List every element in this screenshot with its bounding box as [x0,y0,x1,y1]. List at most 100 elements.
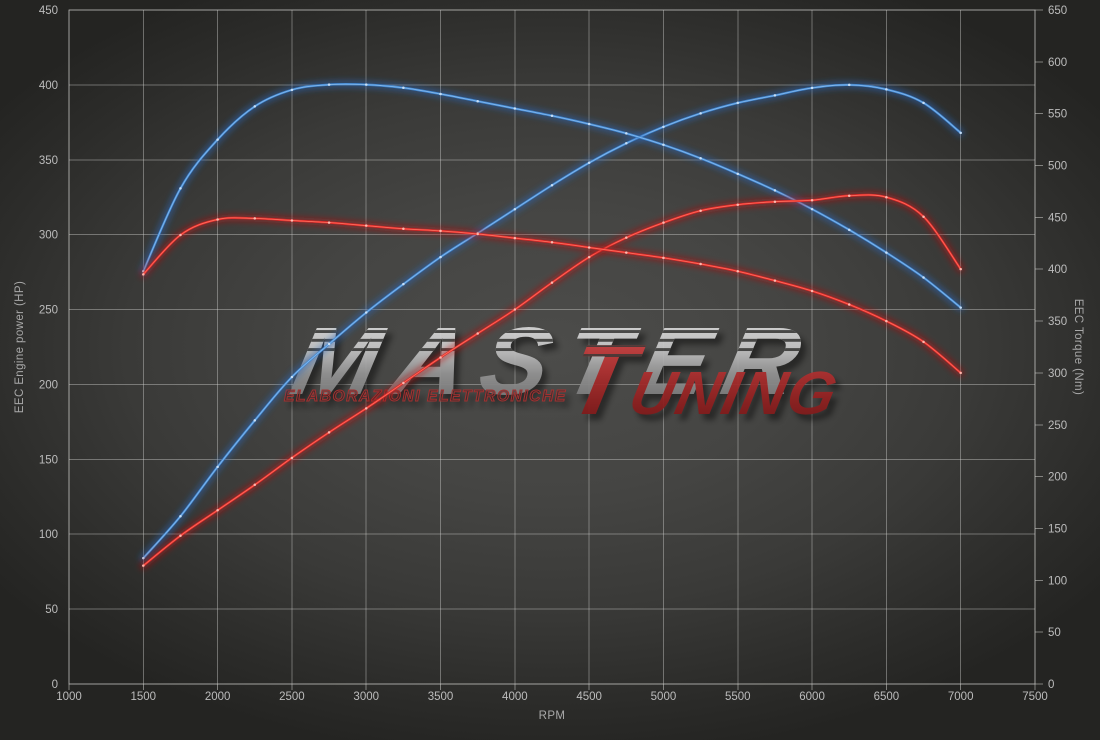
curve-point-torque-blue-nm [402,86,405,90]
curve-point-power-red-hp [699,209,702,212]
curve-point-power-red-hp [216,509,219,512]
curve-point-power-blue-hp [179,514,182,518]
curve-point-power-blue-hp [550,183,554,187]
left-axis-tick-label: 250 [39,305,58,317]
curve-power-red-hp [142,193,962,567]
curve-point-torque-red-nm [625,251,628,254]
curve-point-power-blue-hp [142,556,145,560]
right-axis-tick-label: 450 [1048,212,1067,224]
x-axis-tick-label: 1000 [56,691,82,703]
curve-core-power-blue-hp [142,84,962,559]
curve-point-power-blue-hp [253,419,257,422]
right-axis-tick-label: 250 [1048,420,1067,432]
right-axis-tick-label: 550 [1048,109,1067,121]
curve-point-power-red-hp [142,564,145,567]
curve-point-power-blue-hp [290,375,294,379]
right-axis-tick-label: 400 [1048,264,1067,276]
left-axis-tick-label: 450 [39,5,58,17]
curve-point-torque-blue-nm [699,157,702,160]
left-axis-tick-label: 50 [45,604,58,616]
curve-point-power-red-hp [773,200,777,203]
curve-point-torque-blue-nm [587,122,591,126]
curve-point-power-red-hp [847,194,851,197]
right-axis-title: EEC Torque (Nm) [1072,298,1084,396]
left-axis-tick-label: 100 [39,529,58,541]
curve-point-power-red-hp [179,534,182,537]
curve-point-torque-red-nm [959,371,962,375]
curve-point-power-blue-hp [922,101,925,105]
curve-point-torque-blue-nm [179,187,182,190]
curve-point-power-red-hp [513,308,517,311]
curve-point-torque-red-nm [216,218,219,221]
curve-point-power-blue-hp [587,161,591,165]
curve-point-power-red-hp [959,267,962,271]
x-axis-tick-label: 6000 [799,691,825,703]
left-axis-tick-label: 350 [39,155,58,167]
curve-point-torque-red-nm [847,303,851,306]
curve-point-torque-blue-nm [922,276,925,279]
curve-point-torque-blue-nm [290,88,294,92]
curve-point-torque-blue-nm [439,92,442,96]
x-axis-tick-label: 5000 [651,691,677,703]
left-axis-tick-label: 0 [52,679,58,691]
curve-point-power-blue-hp [699,112,702,115]
x-axis-tick-label: 7500 [1022,691,1048,703]
curve-point-torque-red-nm [773,279,777,282]
curve-point-torque-red-nm [513,236,517,240]
curve-point-torque-red-nm [253,217,257,220]
curve-glow-power-blue-hp [139,81,965,562]
right-axis-tick-label: 50 [1048,627,1061,639]
curve-point-torque-blue-nm [625,132,628,135]
curve-point-torque-red-nm [290,219,294,222]
curve-power-blue-hp [142,83,962,560]
curve-point-power-red-hp [922,215,925,218]
right-axis-tick-label: 650 [1048,5,1067,17]
curve-point-power-red-hp [402,381,405,385]
curve-point-power-blue-hp [773,94,777,97]
right-axis-tick-label: 200 [1048,472,1067,484]
x-axis-tick-label: 3500 [428,691,454,703]
right-axis-tick-label: 150 [1048,523,1067,535]
left-axis-title: EEC Engine power (HP) [14,280,26,414]
right-axis-tick-label: 300 [1048,368,1067,380]
x-axis-tick-label: 7000 [948,691,974,703]
curve-point-power-blue-hp [736,101,740,105]
curve-point-torque-red-nm [327,221,331,224]
left-axis-tick-label: 400 [39,80,58,92]
curve-point-torque-red-nm [364,224,368,227]
curve-point-torque-red-nm [476,232,479,236]
curve-point-power-red-hp [587,255,591,259]
curve-point-power-blue-hp [439,255,442,259]
x-axis-tick-label: 2500 [279,691,305,703]
x-axis-tick-label: 4000 [502,691,528,703]
curve-point-torque-red-nm [142,273,145,276]
curve-point-torque-blue-nm [847,228,851,232]
curve-point-power-red-hp [662,221,665,224]
x-axis-tick-label: 1500 [131,691,157,703]
right-axis-tick-label: 350 [1048,316,1067,328]
curve-point-power-red-hp [476,332,479,335]
curve-point-power-red-hp [625,236,628,239]
curve-point-torque-red-nm [662,256,665,260]
curve-point-torque-red-nm [179,233,182,237]
curve-point-power-red-hp [736,203,740,206]
curve-point-torque-red-nm [550,241,554,244]
curve-point-torque-blue-nm [216,138,219,141]
curve-point-torque-blue-nm [662,143,665,147]
curve-point-torque-blue-nm [885,251,888,254]
curve-point-torque-red-nm [736,270,740,273]
curve-point-power-blue-hp [625,142,628,145]
x-axis-tick-label: 5500 [725,691,751,703]
x-axis-tick-label: 2000 [205,691,231,703]
curve-point-power-red-hp [290,456,294,460]
curve-point-power-red-hp [364,407,368,410]
curve-point-torque-red-nm [587,246,591,249]
curve-glow-power-red-hp [139,191,965,570]
curve-point-power-red-hp [810,198,814,202]
curve-point-power-red-hp [885,195,888,199]
curve-point-power-blue-hp [513,207,517,211]
curve-point-torque-blue-nm [476,99,479,103]
curve-point-power-red-hp [253,483,257,487]
